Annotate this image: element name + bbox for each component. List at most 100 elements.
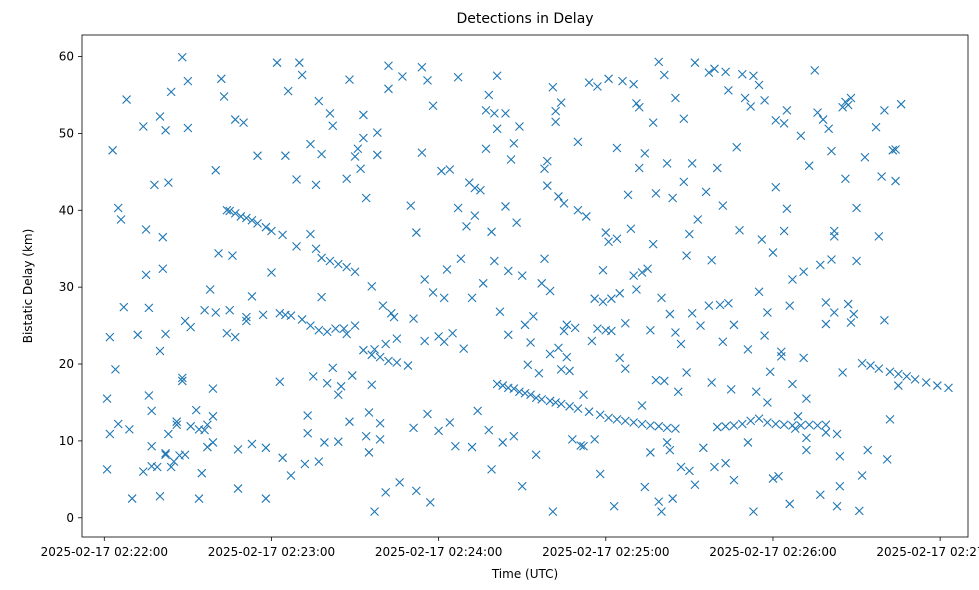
data-point xyxy=(411,486,421,496)
data-point xyxy=(141,225,151,234)
data-point xyxy=(113,419,123,429)
data-point xyxy=(857,471,867,480)
data-point xyxy=(771,115,781,125)
data-point xyxy=(459,344,469,354)
data-point xyxy=(230,208,240,218)
data-points xyxy=(102,52,953,517)
data-point xyxy=(370,507,379,517)
data-point xyxy=(632,99,641,108)
data-point xyxy=(517,271,527,281)
data-point xyxy=(849,309,859,319)
data-point xyxy=(893,381,903,390)
data-point xyxy=(520,388,530,398)
data-point xyxy=(105,332,115,342)
data-point xyxy=(749,71,758,81)
data-point xyxy=(556,365,566,374)
data-point xyxy=(144,391,154,400)
data-point xyxy=(311,180,321,190)
data-point xyxy=(573,137,583,147)
data-point xyxy=(815,490,825,500)
data-point xyxy=(325,109,335,118)
data-point xyxy=(208,438,218,447)
data-point xyxy=(710,64,719,74)
data-point xyxy=(144,303,154,313)
x-tick-label: 2025-02-17 02:22:00 xyxy=(41,545,168,559)
data-point xyxy=(278,230,287,240)
data-point xyxy=(835,451,845,461)
data-point xyxy=(824,124,834,134)
data-point xyxy=(765,367,775,377)
data-point xyxy=(679,177,689,187)
data-point xyxy=(484,90,494,100)
data-point xyxy=(409,314,418,324)
data-point xyxy=(261,222,271,232)
data-point xyxy=(155,112,165,121)
data-point xyxy=(467,442,477,452)
data-point xyxy=(665,445,675,455)
data-point xyxy=(893,369,903,379)
data-point xyxy=(470,211,480,221)
data-point xyxy=(843,100,853,110)
data-point xyxy=(668,193,678,203)
data-point xyxy=(776,351,786,361)
data-point xyxy=(345,417,354,427)
data-point xyxy=(729,421,739,430)
data-point xyxy=(236,212,246,221)
data-point xyxy=(796,421,806,430)
data-point xyxy=(367,281,377,291)
data-point xyxy=(359,110,368,120)
data-point xyxy=(693,215,703,224)
data-point xyxy=(570,323,580,333)
data-point xyxy=(740,93,750,103)
data-point xyxy=(450,441,460,451)
data-point xyxy=(640,482,650,492)
data-point xyxy=(757,235,767,244)
data-point xyxy=(782,204,792,214)
data-point xyxy=(526,338,535,347)
data-point xyxy=(375,418,385,428)
data-point xyxy=(595,469,605,479)
data-point xyxy=(671,93,680,103)
data-point xyxy=(788,379,797,389)
data-point xyxy=(545,396,555,406)
data-point xyxy=(902,371,912,381)
data-point xyxy=(562,320,572,330)
data-point xyxy=(411,228,421,237)
data-point xyxy=(361,193,371,203)
data-point xyxy=(152,462,162,472)
data-point xyxy=(202,442,212,452)
data-point xyxy=(498,381,508,390)
data-point xyxy=(821,319,831,329)
data-point xyxy=(141,270,151,280)
data-point xyxy=(531,450,541,460)
data-point xyxy=(604,74,613,84)
data-point xyxy=(453,203,463,213)
x-tick-label: 2025-02-17 02:26:00 xyxy=(709,545,836,559)
data-point xyxy=(749,507,758,517)
data-point xyxy=(640,149,650,158)
data-point xyxy=(802,394,811,404)
data-point xyxy=(841,174,850,184)
data-point xyxy=(874,232,884,241)
data-point xyxy=(721,458,730,468)
data-point xyxy=(208,411,218,421)
data-point xyxy=(216,74,226,84)
data-point xyxy=(545,286,555,296)
data-point xyxy=(481,105,491,115)
data-point xyxy=(208,384,218,394)
data-point xyxy=(372,128,382,138)
data-point xyxy=(297,315,307,324)
data-point xyxy=(598,265,608,275)
data-point xyxy=(233,444,243,454)
data-point xyxy=(654,57,664,67)
data-point xyxy=(584,407,594,417)
data-point xyxy=(272,58,282,68)
data-point xyxy=(526,390,535,400)
data-point xyxy=(183,76,193,86)
data-point xyxy=(353,144,363,154)
data-point xyxy=(172,420,182,430)
data-point xyxy=(821,420,831,430)
data-point xyxy=(852,256,861,266)
data-point xyxy=(233,484,243,493)
data-point xyxy=(567,434,577,444)
